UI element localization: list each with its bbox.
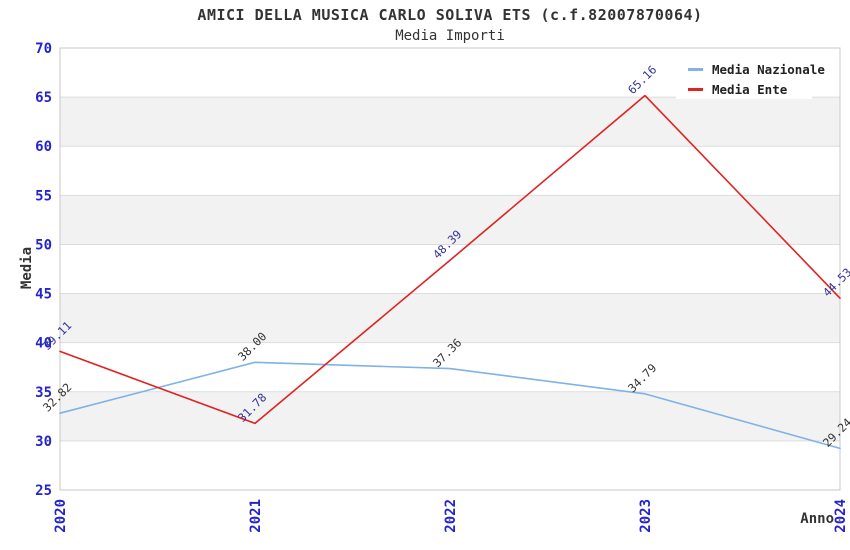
x-tick-label: 2024 — [833, 499, 849, 533]
grid-band — [60, 195, 840, 245]
chart-title: AMICI DELLA MUSICA CARLO SOLIVA ETS (c.f… — [197, 6, 703, 24]
series-line-media-nazionale — [59, 361, 841, 450]
y-tick-label: 65 — [35, 90, 52, 106]
x-tick-label: 2023 — [638, 499, 654, 533]
grid-band — [60, 146, 840, 196]
chart-header: AMICI DELLA MUSICA CARLO SOLIVA ETS (c.f… — [60, 6, 840, 44]
y-tick-label: 45 — [35, 287, 52, 303]
y-axis-title: Media — [19, 246, 35, 290]
legend-line-swatch-icon — [688, 67, 703, 71]
legend-item-media-nazionale: Media Nazionale — [688, 59, 825, 79]
series-line-media-ente — [59, 94, 841, 425]
y-tick-label: 25 — [35, 483, 52, 499]
x-tick-label: 2020 — [53, 499, 69, 533]
x-tick-label: 2021 — [248, 499, 264, 533]
chart-subtitle: Media Importi — [395, 28, 505, 44]
grid-band — [60, 97, 840, 147]
legend-line-swatch-icon — [688, 87, 703, 91]
grid-band — [60, 293, 840, 343]
x-tick-label: 2022 — [443, 499, 459, 533]
legend-label: Media Ente — [712, 81, 788, 97]
y-tick-label: 35 — [35, 385, 52, 401]
y-tick-label: 70 — [35, 41, 52, 57]
grid-band — [60, 244, 840, 294]
x-axis-title: Anno — [800, 511, 834, 527]
y-tick-label: 50 — [35, 237, 52, 253]
legend-item-media-ente: Media Ente — [688, 79, 812, 99]
legend: Media Nazionale Media Ente — [676, 50, 825, 99]
grid-band — [60, 440, 840, 490]
y-tick-label: 55 — [35, 188, 52, 204]
legend-label: Media Nazionale — [712, 61, 825, 77]
y-tick-label: 30 — [35, 434, 52, 450]
y-tick-label: 60 — [35, 139, 52, 155]
grid-band — [60, 342, 840, 392]
y-tick-label: 40 — [35, 336, 52, 352]
plot-border — [59, 47, 841, 491]
